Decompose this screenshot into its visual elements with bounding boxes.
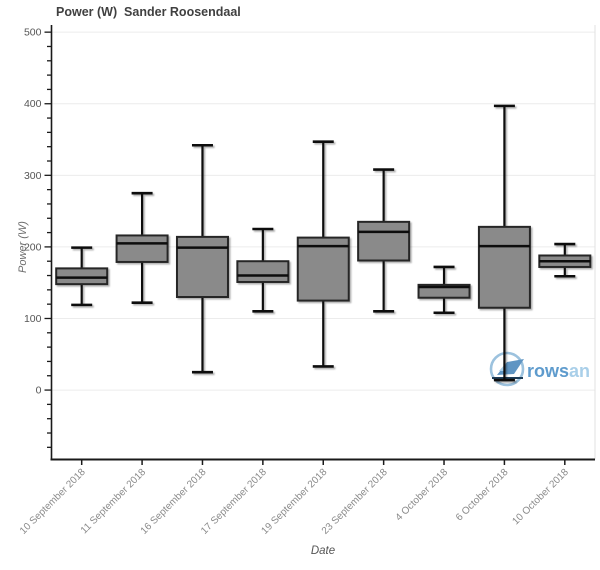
watermark-text: rowsan <box>527 361 590 381</box>
chart-title: Power (W) Sander Roosendaal <box>56 5 241 19</box>
iqr-box <box>175 235 229 299</box>
y-tick-label-500: 500 <box>24 27 42 39</box>
box-11-september-2018 <box>115 191 169 305</box>
x-tick-label-23-september-2018: 23 September 2018 <box>320 467 390 537</box>
y-tick-label-400: 400 <box>24 98 42 110</box>
rowsandall-watermark-logo: rowsan <box>489 351 590 387</box>
x-tick-label-4-october-2018: 4 October 2018 <box>394 467 451 524</box>
x-tick-label-10-september-2018: 10 September 2018 <box>18 467 88 537</box>
y-tick-label-100: 100 <box>24 313 42 325</box>
x-axis-title: Date <box>310 545 336 557</box>
box-19-september-2018 <box>296 140 350 368</box>
y-tick-label-0: 0 <box>36 385 42 397</box>
box-6-october-2018 <box>477 104 531 382</box>
x-tick-label-11-september-2018: 11 September 2018 <box>79 467 149 537</box>
iqr-box <box>296 236 350 302</box>
box-16-september-2018 <box>175 143 229 374</box>
x-tick-label-19-september-2018: 19 September 2018 <box>259 467 329 537</box>
box-4-october-2018 <box>417 265 471 315</box>
x-tick-label-6-october-2018: 6 October 2018 <box>454 467 511 524</box>
iqr-box <box>236 260 290 283</box>
iqr-box <box>115 234 169 263</box>
watermark-circle-icon <box>489 351 525 387</box>
box-10-september-2018 <box>55 246 109 307</box>
y-tick-label-300: 300 <box>24 170 42 182</box>
box-17-september-2018 <box>236 227 290 313</box>
x-tick-label-10-october-2018: 10 October 2018 <box>510 467 571 528</box>
y-tick-label-200: 200 <box>24 241 42 253</box>
box-23-september-2018 <box>357 168 411 313</box>
iqr-box <box>55 267 109 286</box>
x-tick-label-17-september-2018: 17 September 2018 <box>199 467 269 537</box>
box-10-october-2018 <box>538 242 592 278</box>
iqr-box <box>477 225 531 309</box>
y-axis-title: Power (W) <box>17 221 29 273</box>
iqr-box <box>357 220 411 262</box>
x-tick-label-16-september-2018: 16 September 2018 <box>139 467 209 537</box>
watermark-boat-icon <box>497 359 524 375</box>
